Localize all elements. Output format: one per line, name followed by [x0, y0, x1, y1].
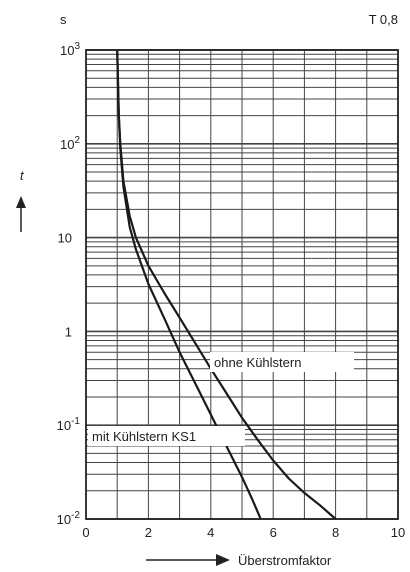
x-tick-label: 4 [207, 525, 214, 540]
x-tick-label: 8 [332, 525, 339, 540]
y-tick-label: 10 [58, 231, 72, 246]
y-tick-label: 1 [65, 324, 72, 339]
curve-label-ohne-kuehlstern-bg [210, 352, 354, 372]
y-tick-label: 10-1 [57, 416, 81, 433]
plot-frame [85, 49, 399, 520]
y-unit-label: s [60, 12, 67, 27]
curve-label-ohne-kuehlstern: ohne Kühlstern [214, 355, 301, 370]
series-line-mit-kuehlstern-ks1 [116, 49, 262, 520]
curve-label-mit-kuehlstern-ks1: mit Kühlstern KS1 [92, 429, 196, 444]
grid [85, 49, 399, 520]
y-tick-label: 102 [60, 135, 80, 152]
y-axis-arrow-head [16, 196, 26, 208]
series-layer [116, 49, 337, 520]
y-tick-label: 103 [60, 41, 80, 58]
x-axis-arrow-head [216, 554, 230, 566]
curve-label-mit-kuehlstern-ks1-bg [88, 426, 245, 446]
axis-layer: t Überstromfaktor [16, 49, 399, 568]
series-line-ohne-kuehlstern [116, 49, 337, 520]
x-tick-label: 2 [145, 525, 152, 540]
y-tick-label: 10-2 [57, 510, 81, 527]
y-axis-label: t [20, 168, 25, 183]
x-tick-label: 0 [82, 525, 89, 540]
x-tick-label: 10 [391, 525, 405, 540]
x-tick-label: 6 [270, 525, 277, 540]
label-layer: ohne Kühlstern mit Kühlstern KS1 [88, 352, 354, 446]
corner-label: T 0,8 [369, 12, 398, 27]
x-axis-label: Überstromfaktor [238, 553, 332, 568]
